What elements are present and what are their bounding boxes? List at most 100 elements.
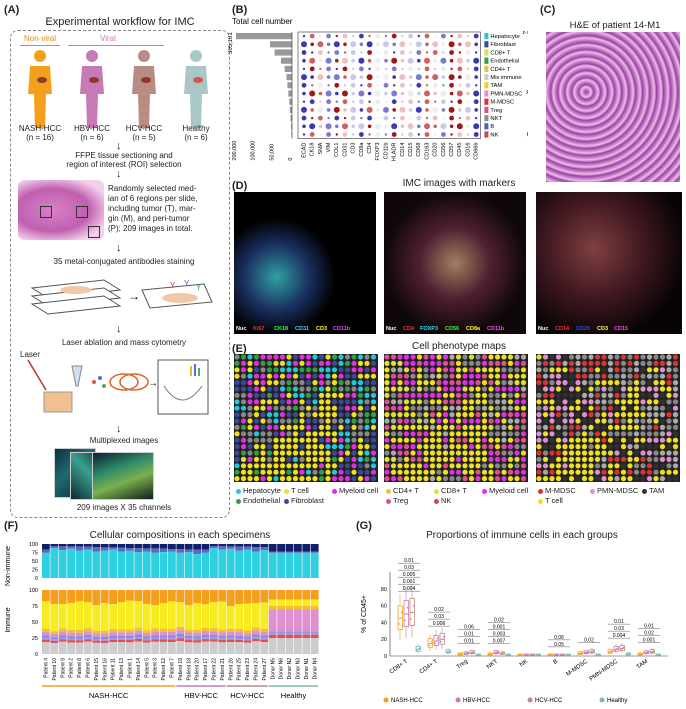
cell-dot [455,380,462,386]
phenotype-legend-item: Hepatocyte [236,486,281,495]
cell-dot [614,444,620,450]
cell-dot [279,476,286,482]
expression-dot [319,133,322,136]
marker-label: CD11b [383,143,389,160]
immune-segment [168,639,176,643]
pvalue-label: 0.01 [464,639,474,645]
immune-segment [268,632,277,635]
nonimmune-segment [176,544,185,550]
cell-dot [429,354,436,360]
cell-dot [588,456,594,462]
cell-dot [488,399,494,405]
expression-dot [465,82,471,88]
phenotype-legend-item: CD4+ T [386,486,419,495]
sample-label: Patient 16 [102,658,108,681]
expression-dot [383,50,389,55]
expression-dot [318,82,323,88]
cell-dot [594,450,601,456]
expression-dot [473,90,480,97]
cell-dot [620,418,627,424]
nonimmune-segment [252,544,260,548]
cell-dot [475,463,481,469]
cell-dot [562,450,568,456]
nonimmune-segment [226,546,235,549]
cell-dot [318,418,325,424]
cell-dot [640,412,646,418]
cell-dot [384,412,390,418]
cell-dot [481,476,488,482]
nonimmune-segment [109,544,117,548]
cell-dot [305,380,312,386]
cell-type-label: Mix immune [490,75,521,81]
expression-dot [465,50,471,55]
cell-dot [542,354,549,360]
cell-dot [436,392,442,398]
cell-dot [455,431,462,437]
cell-dot [279,418,286,424]
expression-dot [301,82,307,88]
cell-dot [581,418,588,424]
cell-dot [488,405,494,411]
expression-dot [465,106,471,113]
cell-dot [646,373,653,379]
cell-dot [429,456,436,462]
cell-dot [403,392,410,398]
expression-dot [301,50,307,55]
cell-dot [384,418,390,424]
nonimmune-segment [75,544,84,547]
cell-dot [555,367,562,373]
immune-segment [109,629,117,633]
box-point [645,651,648,654]
immune-segment [117,642,126,654]
cell-dot [562,373,568,379]
cell-dot [568,399,575,405]
immune-segment [218,632,227,636]
cell-dot [325,412,331,418]
cell-dot [555,424,562,430]
cell-dot [423,392,429,398]
nonimmune-segment [193,544,201,550]
expression-dot [359,33,364,39]
immune-segment [252,603,260,628]
cell-dot [607,405,614,411]
immune-segment [218,629,227,633]
expression-dot [424,57,430,64]
cell-dot [627,463,633,469]
cell-dot [462,392,468,398]
workflow-footer: 209 images X 35 channels [76,503,172,512]
box-point [398,623,400,625]
expression-dot [309,123,316,130]
expression-dot [367,115,372,121]
legend-label: Myeloid cell [339,486,379,495]
cell-dot [555,392,562,398]
cell-dot [318,386,325,392]
cell-dot [312,444,318,450]
immune-segment [310,638,319,654]
sample-label: Patient 3 [153,658,159,678]
bar-axis-tick: 100,000 [251,141,257,161]
cell-dot [633,418,640,424]
expression-dot [335,58,339,63]
expression-dot [432,74,439,81]
expression-dot [424,66,430,72]
cell-dot [436,412,442,418]
bar-axis-tick: 0 [288,158,294,161]
immune-segment [109,638,117,640]
step3-text: 35 metal-conjugated antibodies staining [53,257,195,266]
cell-dot [240,412,247,418]
cell-dot [633,469,640,475]
cell-dot [331,463,338,469]
cell-dot [351,399,357,405]
barplot-title: Total cell number [232,17,293,26]
immune-segment [268,590,277,600]
expression-dot [473,33,479,39]
cell-dot [575,354,581,360]
cell-dot [240,463,247,469]
cell-dot [344,418,351,424]
cell-dot [410,405,416,411]
cell-dot [475,399,481,405]
cell-dot [273,399,279,405]
cell-dot [403,456,410,462]
immune-segment [117,635,126,639]
pvalue-label: 0.01 [614,619,624,625]
